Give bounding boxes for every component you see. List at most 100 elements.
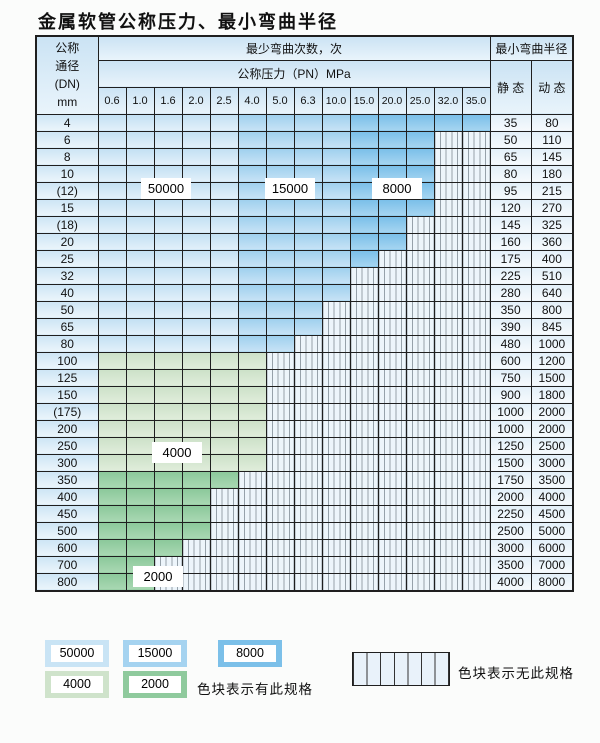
table-row: 800 4000 8000 (35, 572, 574, 591)
spec-cell-4000 (181, 368, 211, 387)
spec-cell-no-spec (433, 164, 463, 183)
dynamic-radius-cell: 400 (530, 249, 574, 268)
spec-cell-no-spec (461, 453, 491, 472)
spec-cell-no-spec (293, 351, 323, 370)
static-radius-cell: 225 (489, 266, 532, 285)
dynamic-radius-cell: 1800 (530, 385, 574, 404)
spec-cell-50000 (209, 249, 239, 268)
spec-cell-no-spec (405, 453, 435, 472)
spec-cell-no-spec (461, 334, 491, 353)
spec-cell-4000 (125, 419, 155, 438)
spec-cell-no-spec (377, 300, 407, 319)
spec-cell-no-spec (377, 504, 407, 523)
spec-cell-no-spec (377, 334, 407, 353)
spec-cell-no-spec (209, 572, 239, 591)
spec-cell-no-spec (461, 164, 491, 183)
spec-cell-no-spec (349, 487, 379, 506)
spec-cell-50000 (153, 113, 183, 132)
spec-cell-no-spec (237, 521, 267, 540)
dynamic-radius-cell: 3000 (530, 453, 574, 472)
dn-cell: 450 (35, 504, 99, 523)
spec-cell-8000 (433, 113, 463, 132)
static-radius-cell: 3000 (489, 538, 532, 557)
spec-cell-15000 (265, 300, 295, 319)
spec-cell-2000 (153, 470, 183, 489)
table-row: 40 280 640 (35, 283, 574, 302)
spec-cell-no-spec (293, 555, 323, 574)
legend-swatch-label: 2000 (129, 676, 181, 693)
dn-cell: 700 (35, 555, 99, 574)
spec-cell-no-spec (433, 385, 463, 404)
spec-cell-50000 (209, 147, 239, 166)
pressure-header: 公称压力（PN）MPa (97, 59, 491, 88)
spec-cell-2000 (125, 487, 155, 506)
spec-cell-no-spec (377, 402, 407, 421)
spec-cell-no-spec (377, 419, 407, 438)
static-radius-cell: 145 (489, 215, 532, 234)
dn-cell: (175) (35, 402, 99, 421)
table-row: 25 175 400 (35, 249, 574, 268)
spec-cell-4000 (209, 351, 239, 370)
pressure-col-header: 6.3 (293, 86, 323, 115)
spec-cell-no-spec (321, 436, 351, 455)
spec-cell-50000 (181, 249, 211, 268)
spec-cell-4000 (125, 385, 155, 404)
spec-cell-no-spec (377, 368, 407, 387)
spec-cell-2000 (181, 521, 211, 540)
spec-cell-no-spec (377, 317, 407, 336)
spec-cell-4000 (125, 368, 155, 387)
hose-spec-table: 公称 通径 (DN) mm 最少弯曲次数，次 最小弯曲半径 公称压力（PN）MP… (35, 35, 575, 592)
spec-cell-no-spec (461, 147, 491, 166)
spec-cell-4000 (97, 368, 127, 387)
spec-cell-no-spec (461, 402, 491, 421)
spec-cell-50000 (181, 147, 211, 166)
spec-cell-no-spec (461, 470, 491, 489)
dn-cell: 4 (35, 113, 99, 132)
spec-cell-15000 (321, 232, 351, 251)
dn-cell: 200 (35, 419, 99, 438)
spec-cell-50000 (209, 198, 239, 217)
spec-cell-no-spec (377, 555, 407, 574)
spec-cell-no-spec (405, 487, 435, 506)
static-radius-cell: 390 (489, 317, 532, 336)
table-row: 125 750 1500 (35, 368, 574, 387)
spec-cell-no-spec (237, 470, 267, 489)
static-radius-cell: 2000 (489, 487, 532, 506)
spec-cell-4000 (97, 419, 127, 438)
region-label-4000: 4000 (152, 442, 202, 463)
table-row: 4 35 80 (35, 113, 574, 132)
spec-cell-no-spec (433, 215, 463, 234)
spec-cell-no-spec (405, 419, 435, 438)
spec-cell-8000 (377, 198, 407, 217)
spec-cell-2000 (153, 538, 183, 557)
spec-cell-4000 (181, 385, 211, 404)
pressure-col-header: 20.0 (377, 86, 407, 115)
legend-swatch-2000: 2000 (123, 671, 187, 698)
dynamic-radius-cell: 6000 (530, 538, 574, 557)
static-radius-cell: 1250 (489, 436, 532, 455)
spec-cell-50000 (181, 232, 211, 251)
spec-cell-no-spec (405, 368, 435, 387)
spec-cell-15000 (321, 283, 351, 302)
static-radius-cell: 120 (489, 198, 532, 217)
spec-cell-15000 (293, 283, 323, 302)
spec-cell-15000 (293, 232, 323, 251)
spec-cell-15000 (293, 266, 323, 285)
static-radius-cell: 3500 (489, 555, 532, 574)
spec-cell-50000 (181, 317, 211, 336)
spec-cell-15000 (293, 147, 323, 166)
spec-cell-15000 (265, 232, 295, 251)
spec-cell-no-spec (237, 504, 267, 523)
static-radius-cell: 80 (489, 164, 532, 183)
spec-cell-50000 (209, 164, 239, 183)
spec-cell-no-spec (433, 300, 463, 319)
spec-cell-15000 (265, 215, 295, 234)
spec-cell-no-spec (349, 521, 379, 540)
spec-cell-no-spec (461, 504, 491, 523)
spec-cell-no-spec (461, 538, 491, 557)
spec-cell-2000 (153, 521, 183, 540)
spec-cell-50000 (181, 113, 211, 132)
table-row: 32 225 510 (35, 266, 574, 285)
spec-cell-15000 (237, 198, 267, 217)
static-radius-cell: 750 (489, 368, 532, 387)
